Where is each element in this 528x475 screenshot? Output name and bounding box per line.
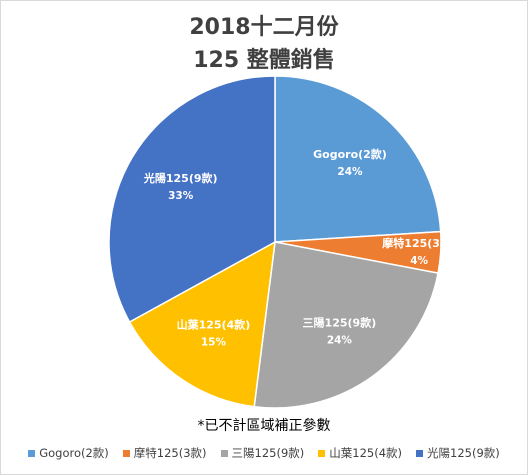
pie-slice-0 (274, 75, 442, 243)
legend-label-4: 光陽125(9款) (427, 446, 500, 460)
legend-label-2: 三陽125(9款) (231, 446, 305, 460)
slice-label-0: Gogoro(2款) (313, 147, 387, 161)
pie-slice-2 (253, 241, 439, 409)
chart-title-line1: 2018十二月份 (189, 15, 339, 40)
legend-label-1: 摩特125(3款) (133, 446, 207, 460)
pie-slice-4 (108, 75, 276, 323)
slice-label-1: 摩特125(3款) (382, 236, 456, 250)
legend-label-0: Gogoro(2款) (39, 446, 109, 460)
slice-percent-label-4: 33% (168, 190, 194, 202)
pie-slice-3 (128, 240, 276, 408)
legend-swatch-0 (28, 449, 36, 457)
legend-swatch-2 (220, 449, 228, 457)
slice-percent-label-2: 24% (327, 335, 353, 347)
legend-label-3: 山葉125(4款) (329, 446, 403, 460)
legend-item-3: 山葉125(4款) (318, 445, 402, 461)
chart-legend: Gogoro(2款) 摩特125(3款) 三陽125(9款) 山葉125(4款) 光陽1… (0, 445, 528, 461)
slice-percent-label-1: 4% (410, 255, 428, 267)
slice-label-2: 三陽125(9款) (303, 316, 377, 330)
chart-footnote: *已不計區域補正參數 (197, 418, 331, 434)
legend-swatch-1 (122, 449, 130, 457)
slice-label-4: 光陽125(9款) (143, 171, 218, 185)
slice-percent-label-3: 15% (201, 337, 227, 349)
legend-item-1: 摩特125(3款) (122, 445, 207, 461)
slice-percent-label-0: 24% (337, 166, 363, 178)
legend-item-2: 三陽125(9款) (220, 445, 305, 461)
legend-swatch-4 (416, 449, 424, 457)
legend-item-0: Gogoro(2款) (28, 445, 109, 461)
chart-title-line2: 125 整體銷售 (193, 48, 335, 73)
legend-swatch-3 (318, 449, 326, 457)
slice-label-3: 山葉125(4款) (177, 318, 251, 332)
legend-item-4: 光陽125(9款) (416, 445, 500, 461)
